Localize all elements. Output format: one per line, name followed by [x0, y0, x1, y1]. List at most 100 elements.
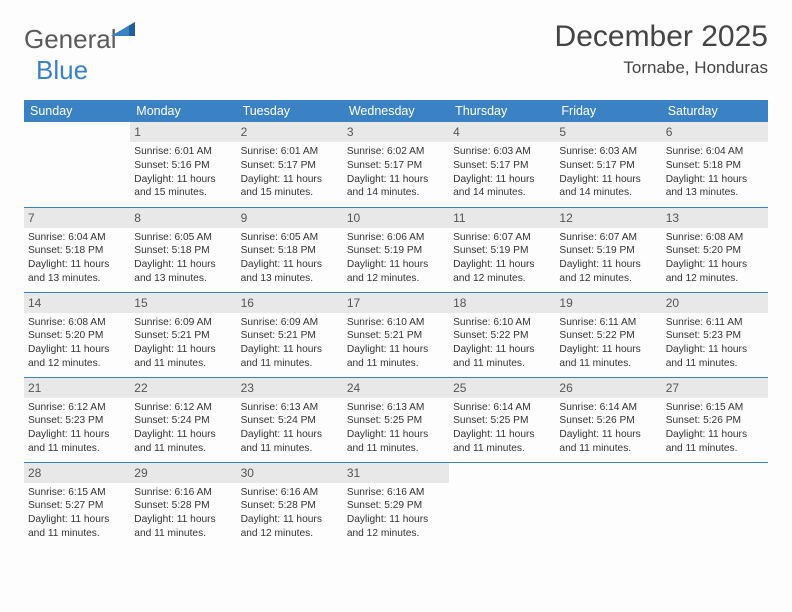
day-number: [555, 463, 661, 467]
day-info: Sunrise: 6:02 AMSunset: 5:17 PMDaylight:…: [347, 145, 445, 200]
title-block: December 2025 Tornabe, Honduras: [555, 20, 768, 78]
calendar-day-cell: 15Sunrise: 6:09 AMSunset: 5:21 PMDayligh…: [130, 292, 236, 377]
daylight-text: Daylight: 11 hours and 13 minutes.: [666, 173, 764, 201]
sunset-text: Sunset: 5:24 PM: [241, 414, 339, 428]
calendar-week-row: 28Sunrise: 6:15 AMSunset: 5:27 PMDayligh…: [24, 462, 768, 547]
day-info: Sunrise: 6:15 AMSunset: 5:26 PMDaylight:…: [666, 401, 764, 456]
sunrise-text: Sunrise: 6:14 AM: [559, 401, 657, 415]
calendar-week-row: 21 Sunrise: 6:12 AMSunset: 5:23 PMDayligh…: [24, 377, 768, 462]
sunrise-text: Sunrise: 6:16 AM: [347, 486, 445, 500]
calendar-day-cell: 31Sunrise: 6:16 AMSunset: 5:29 PMDayligh…: [343, 462, 449, 547]
calendar-day-cell: 13 Sunrise: 6:08 AMSunset: 5:20 PMDayligh…: [662, 207, 768, 292]
calendar-day-cell: 11Sunrise: 6:07 AMSunset: 5:19 PMDayligh…: [449, 207, 555, 292]
calendar-day-cell: 7Sunrise: 6:04 AMSunset: 5:18 PMDaylight…: [24, 207, 130, 292]
weekday-header: Thursday: [449, 100, 555, 122]
calendar-day-cell: 20Sunrise: 6:11 AMSunset: 5:23 PMDayligh…: [662, 292, 768, 377]
sunrise-text: Sunrise: 6:08 AM: [28, 316, 126, 330]
sunrise-text: Sunrise: 6:02 AM: [347, 145, 445, 159]
day-info: Sunrise: 6:07 AMSunset: 5:19 PMDaylight:…: [453, 231, 551, 286]
daylight-text: Daylight: 11 hours and 14 minutes.: [347, 173, 445, 201]
day-info: Sunrise: 6:11 AMSunset: 5:22 PMDaylight:…: [559, 316, 657, 371]
sunset-text: Sunset: 5:18 PM: [28, 244, 126, 258]
daylight-text: Daylight: 11 hours and 11 minutes.: [134, 428, 232, 456]
sunset-text: Sunset: 5:18 PM: [134, 244, 232, 258]
calendar-day-cell: 10 Sunrise: 6:06 AMSunset: 5:19 PMDayligh…: [343, 207, 449, 292]
calendar-day-cell: 30Sunrise: 6:16 AMSunset: 5:28 PMDayligh…: [237, 462, 343, 547]
sunrise-text: Sunrise: 6:01 AM: [241, 145, 339, 159]
weekday-header: Wednesday: [343, 100, 449, 122]
day-info: Sunrise: 6:14 AMSunset: 5:25 PMDaylight:…: [453, 401, 551, 456]
calendar-day-cell: 14Sunrise: 6:08 AMSunset: 5:20 PMDayligh…: [24, 292, 130, 377]
calendar-day-cell: 2Sunrise: 6:01 AMSunset: 5:17 PMDaylight…: [237, 122, 343, 207]
daylight-text: Daylight: 11 hours and 11 minutes.: [347, 428, 445, 456]
calendar-day-cell: [24, 122, 130, 207]
calendar-day-cell: [555, 462, 661, 547]
sunset-text: Sunset: 5:25 PM: [453, 414, 551, 428]
sunset-text: Sunset: 5:21 PM: [241, 329, 339, 343]
sunrise-text: Sunrise: 6:01 AM: [134, 145, 232, 159]
day-number: 31: [343, 463, 449, 483]
sunrise-text: Sunrise: 6:13 AM: [241, 401, 339, 415]
day-info: Sunrise: 6:12 AMSunset: 5:23 PMDaylight:…: [28, 401, 126, 456]
day-number: [449, 463, 555, 467]
daylight-text: Daylight: 11 hours and 15 minutes.: [134, 173, 232, 201]
daylight-text: Daylight: 11 hours and 11 minutes.: [28, 513, 126, 541]
sunset-text: Sunset: 5:18 PM: [241, 244, 339, 258]
calendar-day-cell: 27Sunrise: 6:15 AMSunset: 5:26 PMDayligh…: [662, 377, 768, 462]
day-number: 13: [662, 208, 768, 228]
daylight-text: Daylight: 11 hours and 13 minutes.: [28, 258, 126, 286]
sunset-text: Sunset: 5:25 PM: [347, 414, 445, 428]
logo: General Blue: [24, 24, 117, 86]
sunset-text: Sunset: 5:17 PM: [241, 159, 339, 173]
day-number: 21: [24, 378, 130, 398]
sunrise-text: Sunrise: 6:15 AM: [666, 401, 764, 415]
calendar-table: SundayMondayTuesdayWednesdayThursdayFrid…: [24, 100, 768, 547]
weekday-header: Monday: [130, 100, 236, 122]
sunrise-text: Sunrise: 6:10 AM: [347, 316, 445, 330]
day-info: Sunrise: 6:16 AMSunset: 5:28 PMDaylight:…: [241, 486, 339, 541]
day-info: Sunrise: 6:16 AMSunset: 5:28 PMDaylight:…: [134, 486, 232, 541]
weekday-header: Tuesday: [237, 100, 343, 122]
day-number: 24: [343, 378, 449, 398]
calendar-week-row: 1Sunrise: 6:01 AMSunset: 5:16 PMDaylight…: [24, 122, 768, 207]
day-info: Sunrise: 6:03 AMSunset: 5:17 PMDaylight:…: [453, 145, 551, 200]
sunrise-text: Sunrise: 6:14 AM: [453, 401, 551, 415]
sunset-text: Sunset: 5:22 PM: [453, 329, 551, 343]
day-number: 10: [343, 208, 449, 228]
calendar-day-cell: 8Sunrise: 6:05 AMSunset: 5:18 PMDaylight…: [130, 207, 236, 292]
calendar-day-cell: 18 Sunrise: 6:10 AMSunset: 5:22 PMDayligh…: [449, 292, 555, 377]
day-number: 9: [237, 208, 343, 228]
sunset-text: Sunset: 5:21 PM: [134, 329, 232, 343]
month-title: December 2025: [555, 20, 768, 54]
sunrise-text: Sunrise: 6:13 AM: [347, 401, 445, 415]
daylight-text: Daylight: 11 hours and 14 minutes.: [559, 173, 657, 201]
day-number: 14: [24, 293, 130, 313]
day-number: 18: [449, 293, 555, 313]
day-info: Sunrise: 6:05 AMSunset: 5:18 PMDaylight:…: [241, 231, 339, 286]
weekday-header: Friday: [555, 100, 661, 122]
day-number: 4: [449, 122, 555, 142]
day-info: Sunrise: 6:08 AMSunset: 5:20 PMDaylight:…: [666, 231, 764, 286]
day-info: Sunrise: 6:15 AMSunset: 5:27 PMDaylight:…: [28, 486, 126, 541]
daylight-text: Daylight: 11 hours and 12 minutes.: [347, 513, 445, 541]
daylight-text: Daylight: 11 hours and 11 minutes.: [559, 343, 657, 371]
day-number: 12: [555, 208, 661, 228]
day-info: Sunrise: 6:10 AMSunset: 5:22 PMDaylight:…: [453, 316, 551, 371]
sunset-text: Sunset: 5:16 PM: [134, 159, 232, 173]
logo-word1: General: [24, 24, 117, 54]
day-number: 1: [130, 122, 236, 142]
day-number: 7: [24, 208, 130, 228]
day-number: [24, 122, 130, 126]
day-info: Sunrise: 6:10 AMSunset: 5:21 PMDaylight:…: [347, 316, 445, 371]
calendar-day-cell: 21 Sunrise: 6:12 AMSunset: 5:23 PMDayligh…: [24, 377, 130, 462]
sunrise-text: Sunrise: 6:11 AM: [666, 316, 764, 330]
calendar-day-cell: [662, 462, 768, 547]
sunrise-text: Sunrise: 6:12 AM: [134, 401, 232, 415]
day-info: Sunrise: 6:06 AMSunset: 5:19 PMDaylight:…: [347, 231, 445, 286]
calendar-day-cell: 17Sunrise: 6:10 AMSunset: 5:21 PMDayligh…: [343, 292, 449, 377]
calendar-week-row: 7Sunrise: 6:04 AMSunset: 5:18 PMDaylight…: [24, 207, 768, 292]
sunset-text: Sunset: 5:27 PM: [28, 499, 126, 513]
day-number: 23: [237, 378, 343, 398]
daylight-text: Daylight: 11 hours and 11 minutes.: [666, 343, 764, 371]
weekday-header: Sunday: [24, 100, 130, 122]
